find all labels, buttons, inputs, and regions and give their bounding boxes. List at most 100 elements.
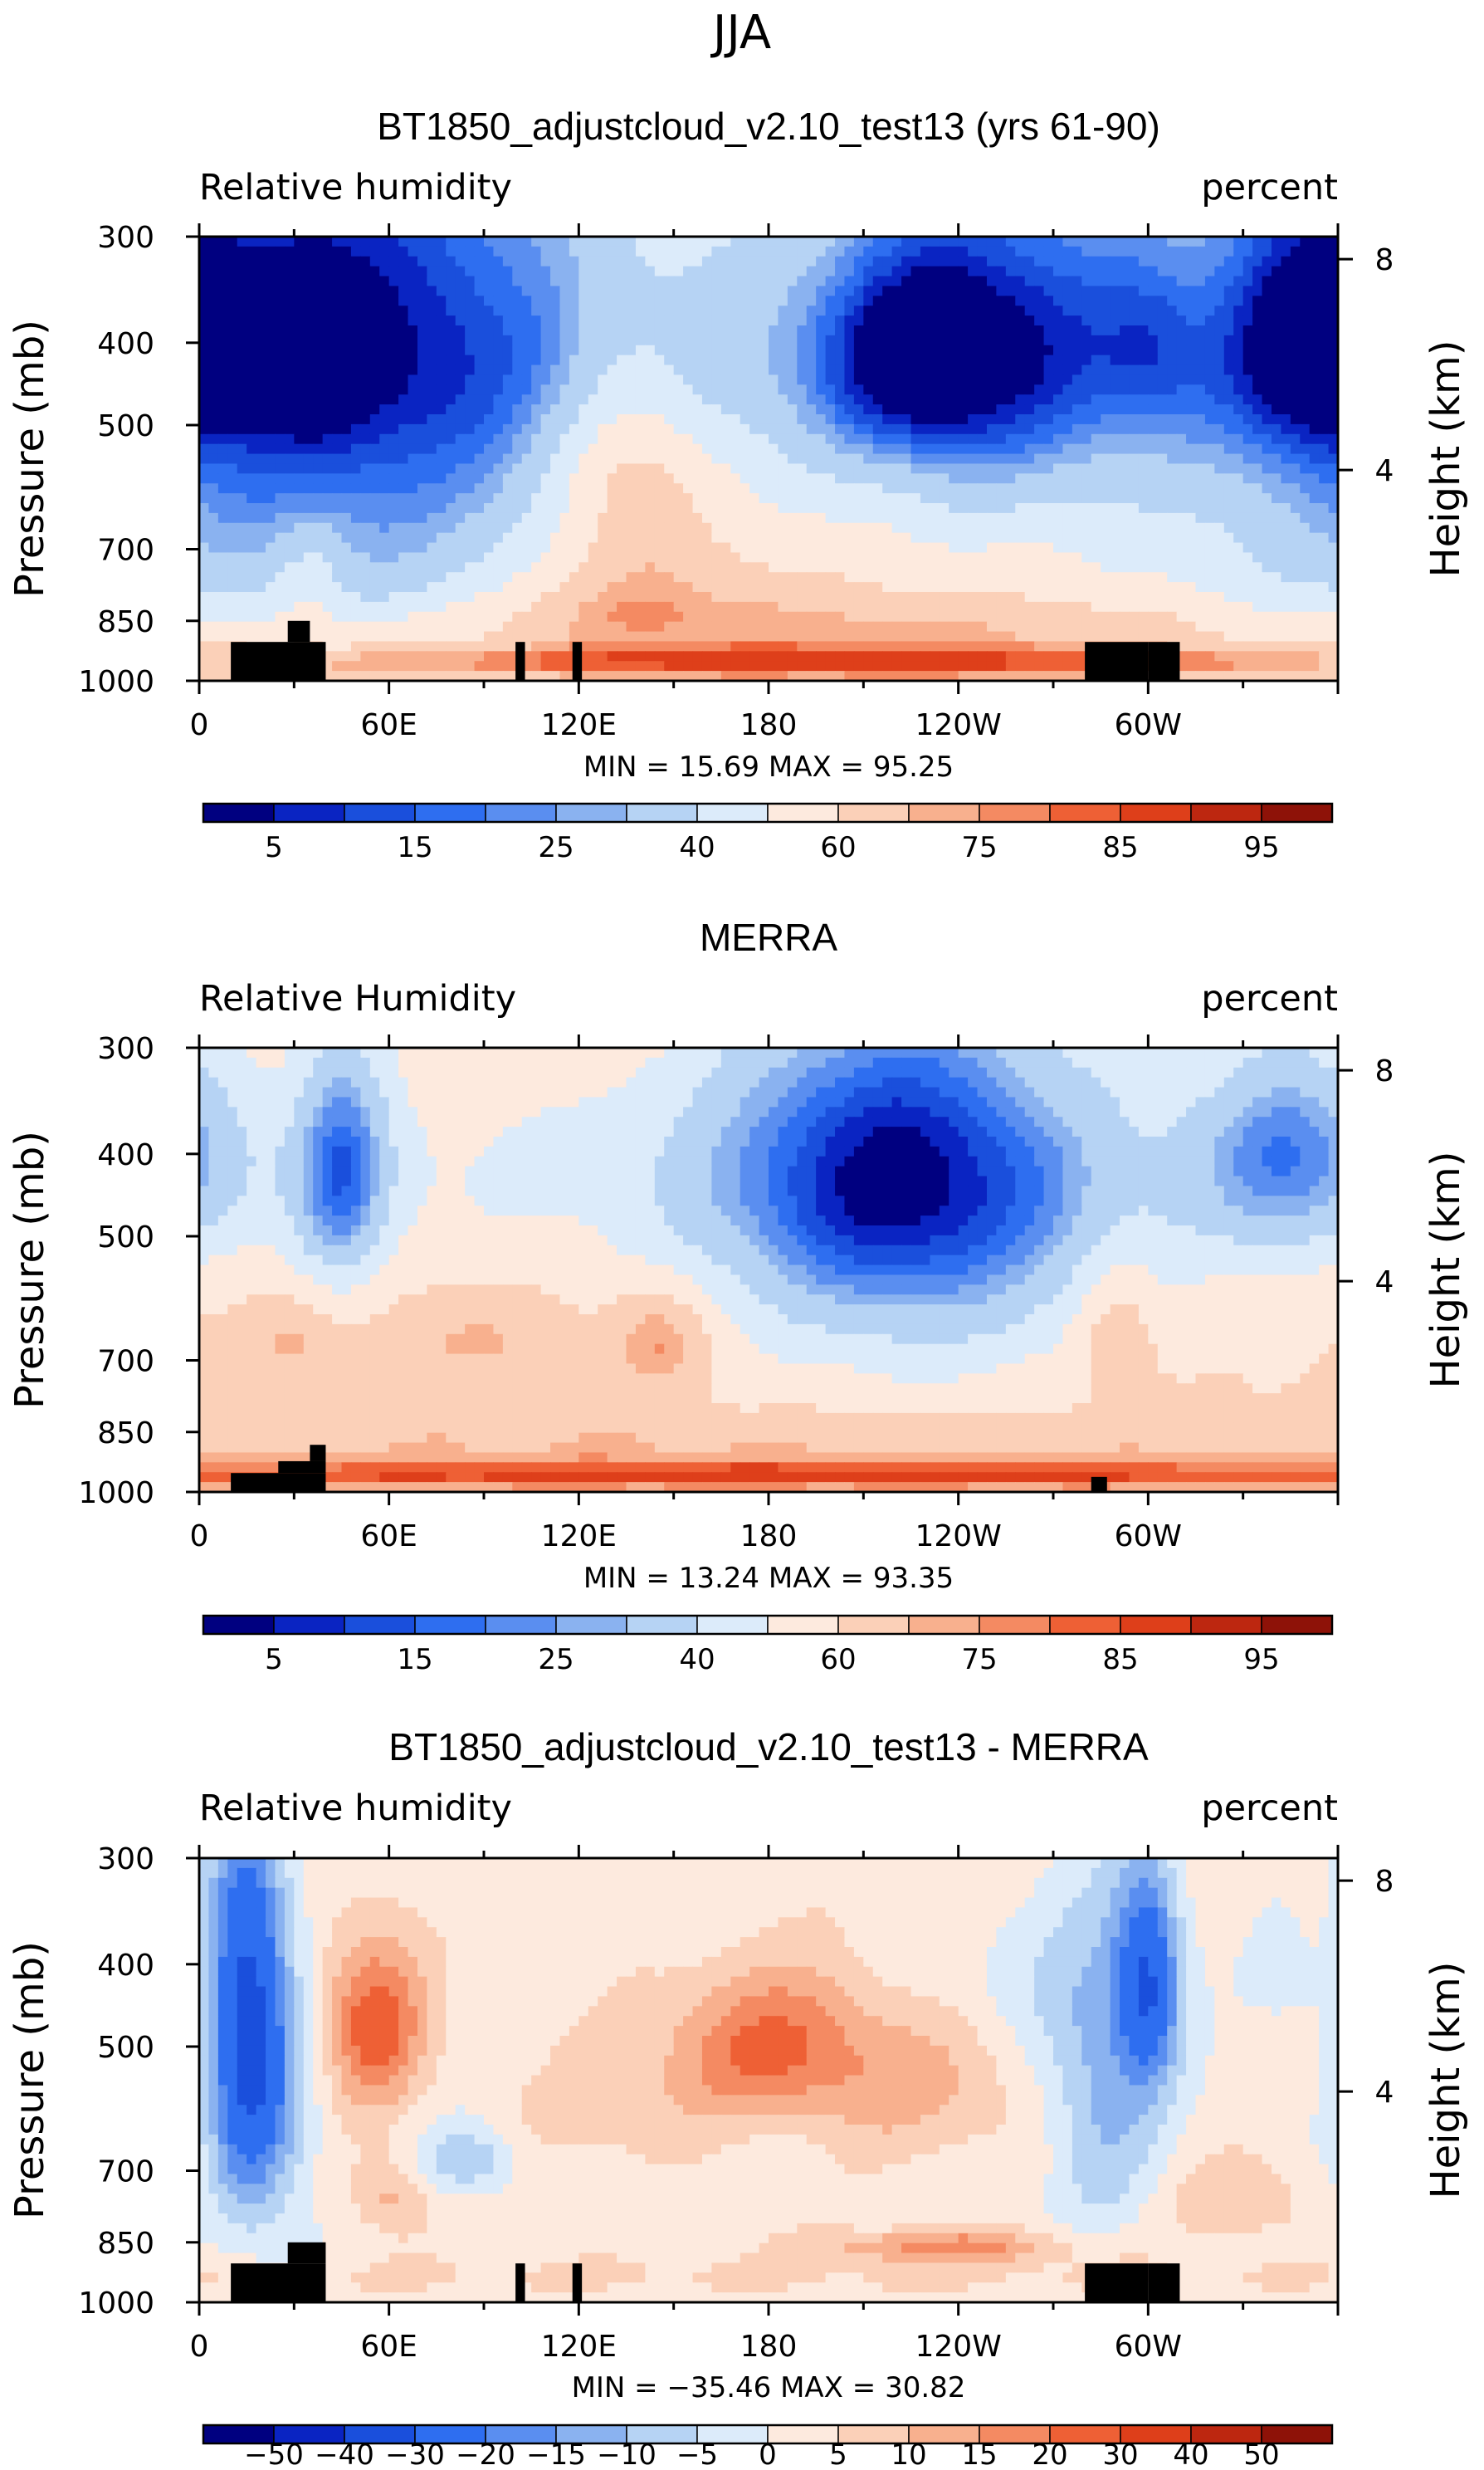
heatmap-cell: [303, 286, 314, 296]
heatmap-cell: [853, 562, 864, 573]
heatmap-cell: [1176, 453, 1187, 465]
heatmap-cell: [626, 345, 637, 356]
heatmap-cell: [1204, 306, 1215, 316]
heatmap-cell: [446, 433, 456, 445]
heatmap-cell: [578, 315, 589, 326]
heatmap-cell: [1223, 325, 1234, 336]
heatmap-cell: [408, 572, 418, 583]
heatmap-cell: [1167, 237, 1178, 247]
heatmap-cell: [531, 493, 542, 504]
heatmap-cell: [1101, 483, 1111, 494]
heatmap-cell: [417, 276, 427, 287]
heatmap-cell: [1195, 355, 1206, 366]
heatmap-cell: [958, 611, 969, 623]
heatmap-cell: [645, 503, 656, 514]
heatmap-cell: [1176, 572, 1187, 583]
heatmap-cell: [1072, 355, 1082, 366]
heatmap-cell: [720, 423, 731, 435]
heatmap-cell: [977, 364, 988, 376]
heatmap-cell: [740, 433, 750, 445]
heatmap-cell: [626, 611, 637, 623]
heatmap-cell: [1072, 562, 1082, 573]
heatmap-cell: [853, 621, 864, 633]
heatmap-cell: [977, 423, 988, 435]
heatmap-cell: [692, 414, 703, 425]
heatmap-cell: [844, 404, 855, 415]
heatmap-cell: [863, 532, 874, 544]
heatmap-cell: [977, 355, 988, 366]
heatmap-cell: [446, 374, 456, 385]
heatmap-cell: [294, 532, 305, 544]
heatmap-cell: [701, 394, 712, 405]
heatmap-cell: [891, 237, 902, 247]
heatmap-cell: [1072, 601, 1082, 613]
heatmap-cell: [208, 384, 219, 395]
heatmap-cell: [1223, 572, 1234, 583]
heatmap-cell: [484, 601, 495, 613]
heatmap-cell: [1167, 443, 1178, 455]
heatmap-cell: [816, 394, 827, 405]
heatmap-cell: [711, 483, 722, 494]
heatmap-cell: [654, 256, 665, 267]
heatmap-cell: [1034, 522, 1045, 534]
heatmap-cell: [882, 306, 893, 316]
heatmap-cell: [1005, 246, 1016, 257]
heatmap-cell: [588, 503, 598, 514]
heatmap-cell: [217, 237, 228, 247]
heatmap-cell: [540, 552, 551, 563]
heatmap-cell: [673, 443, 684, 455]
heatmap-cell: [617, 503, 627, 514]
heatmap-cell: [1148, 423, 1159, 435]
heatmap-cell: [692, 621, 703, 633]
heatmap-cell: [730, 542, 741, 554]
heatmap-cell: [730, 296, 741, 306]
heatmap-cell: [1271, 325, 1281, 336]
heatmap-cell: [569, 483, 579, 494]
heatmap-cell: [1138, 512, 1149, 524]
heatmap-cell: [512, 493, 523, 504]
heatmap-cell: [1129, 611, 1140, 623]
heatmap-cell: [882, 286, 893, 296]
heatmap-cell: [1072, 335, 1082, 346]
heatmap-cell: [882, 572, 893, 583]
heatmap-cell: [825, 522, 836, 534]
heatmap-cell: [294, 453, 305, 465]
heatmap-cell: [664, 433, 675, 445]
heatmap-cell: [350, 286, 361, 296]
heatmap-cell: [949, 335, 959, 346]
heatmap-cell: [882, 246, 893, 257]
heatmap-cell: [569, 296, 579, 306]
heatmap-cell: [1148, 374, 1159, 385]
heatmap-cell: [1300, 572, 1311, 583]
heatmap-cell: [284, 266, 295, 277]
heatmap-cell: [217, 562, 228, 573]
heatmap-cell: [531, 453, 542, 465]
heatmap-cell: [1101, 621, 1111, 633]
heatmap-cell: [1300, 374, 1311, 385]
heatmap-cell: [1319, 315, 1330, 326]
heatmap-cell: [787, 237, 798, 247]
heatmap-cell: [844, 552, 855, 563]
heatmap-cell: [540, 266, 551, 277]
heatmap-cell: [379, 394, 390, 405]
heatmap-cell: [493, 503, 504, 514]
heatmap-cell: [740, 237, 750, 247]
heatmap-cell: [455, 641, 466, 652]
heatmap-cell: [692, 493, 703, 504]
heatmap-cell: [493, 493, 504, 504]
heatmap-cell: [360, 621, 371, 633]
heatmap-cell: [474, 394, 485, 405]
heatmap-cell: [474, 592, 485, 603]
heatmap-cell: [740, 552, 750, 563]
heatmap-cell: [569, 414, 579, 425]
heatmap-cell: [901, 266, 912, 277]
heatmap-cell: [417, 394, 427, 405]
heatmap-cell: [720, 562, 731, 573]
heatmap-cell: [598, 532, 608, 544]
heatmap-cell: [1024, 266, 1035, 277]
heatmap-cell: [949, 374, 959, 385]
heatmap-cell: [920, 493, 930, 504]
heatmap-cell: [626, 453, 637, 465]
heatmap-cell: [749, 592, 760, 603]
heatmap-cell: [350, 552, 361, 563]
